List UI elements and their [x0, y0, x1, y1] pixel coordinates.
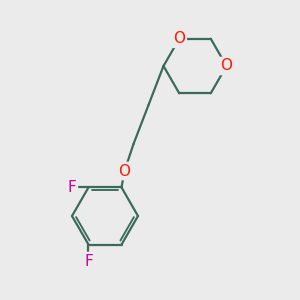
- Text: O: O: [118, 164, 130, 178]
- Text: O: O: [173, 31, 185, 46]
- Text: O: O: [220, 58, 232, 74]
- Text: F: F: [84, 254, 93, 268]
- Text: F: F: [68, 180, 76, 195]
